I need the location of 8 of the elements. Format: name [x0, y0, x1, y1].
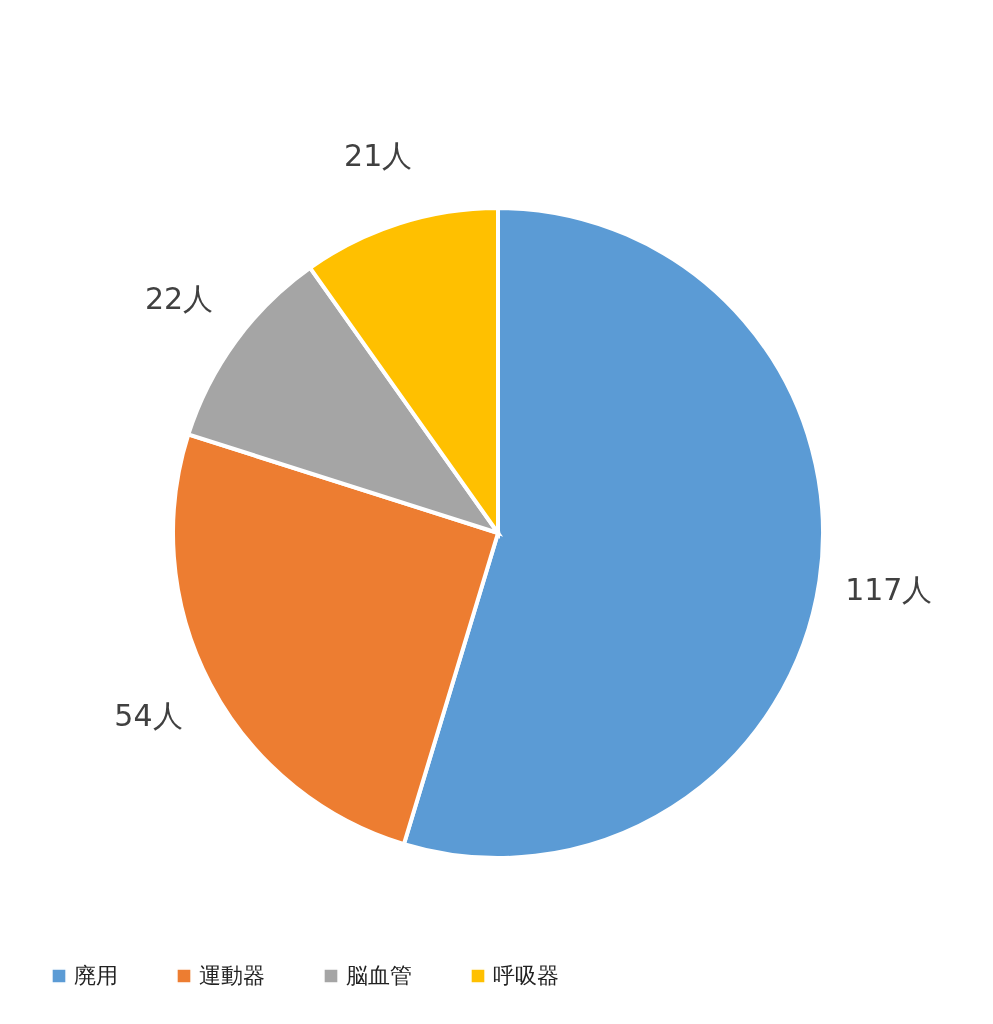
legend-label: 呼吸器 [493, 963, 559, 988]
legend-label: 運動器 [199, 963, 265, 988]
data-label: 22人 [145, 280, 214, 316]
data-label: 54人 [114, 697, 183, 733]
legend-label: 脳血管 [346, 963, 412, 988]
data-label: 21人 [344, 137, 413, 173]
data-label: 117人 [845, 571, 933, 607]
legend-label: 廃用 [74, 963, 118, 988]
